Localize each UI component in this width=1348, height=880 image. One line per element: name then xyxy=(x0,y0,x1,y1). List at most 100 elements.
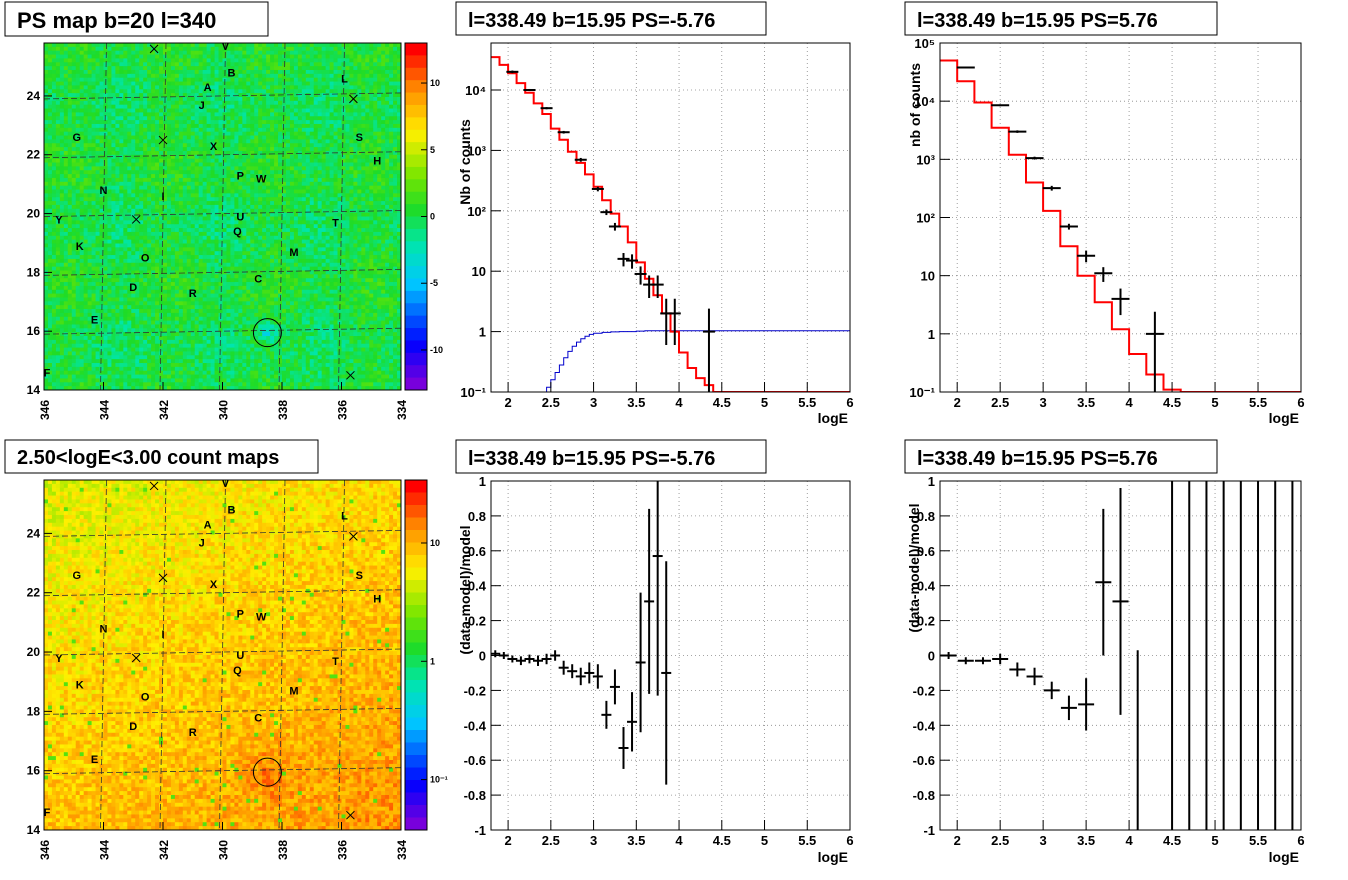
map-cell xyxy=(206,177,211,183)
map-cell xyxy=(51,297,57,302)
map-cell xyxy=(218,197,223,202)
map-cell xyxy=(159,181,164,187)
map-cell xyxy=(230,174,235,179)
map-cell xyxy=(127,193,132,198)
map-cell xyxy=(67,139,73,144)
map-cell xyxy=(174,120,180,125)
map-cell xyxy=(139,177,144,183)
map-cell xyxy=(182,81,188,86)
map-cell xyxy=(218,131,223,136)
map-cell xyxy=(123,69,128,75)
map-cell xyxy=(234,289,239,295)
map-cell xyxy=(182,46,188,52)
map-cell xyxy=(155,359,160,364)
map-cell xyxy=(75,328,81,333)
map-cell xyxy=(115,386,120,390)
map-cell xyxy=(166,374,172,379)
map-cell xyxy=(147,139,152,144)
map-cell xyxy=(178,382,184,387)
map-cell xyxy=(159,247,164,252)
map-cell xyxy=(147,174,152,179)
map-cell xyxy=(226,58,231,63)
map-cell xyxy=(254,266,259,271)
map-cell xyxy=(139,255,144,260)
map-cell xyxy=(194,162,200,167)
map-cell xyxy=(190,120,196,125)
map-cell xyxy=(91,258,96,264)
map-cell xyxy=(234,170,239,175)
map-cell xyxy=(55,43,61,48)
map-cell xyxy=(143,197,148,202)
map-cell xyxy=(242,204,247,210)
map-cell xyxy=(67,193,73,198)
map-cell xyxy=(155,366,160,372)
map-cell xyxy=(182,285,188,291)
map-cell xyxy=(155,301,160,306)
map-cell xyxy=(47,46,53,52)
map-cell xyxy=(83,305,89,310)
map-cell xyxy=(95,73,100,79)
map-cell xyxy=(254,208,259,214)
map-cell xyxy=(202,320,208,325)
map-cell xyxy=(135,270,140,275)
map-cell xyxy=(79,181,85,187)
map-cell xyxy=(139,193,144,198)
map-cell xyxy=(190,185,196,190)
map-cell xyxy=(131,139,136,144)
map-cell xyxy=(262,154,267,160)
map-cell xyxy=(44,139,49,144)
map-cell xyxy=(67,235,73,241)
map-cell xyxy=(103,366,108,372)
map-cell xyxy=(143,181,148,187)
map-cell xyxy=(202,351,208,356)
map-cell xyxy=(238,251,243,256)
map-cell xyxy=(59,93,65,98)
map-cell xyxy=(194,316,200,321)
map-cell xyxy=(258,247,263,252)
map-cell xyxy=(198,355,204,360)
map-cell xyxy=(95,50,100,55)
map-cell xyxy=(67,363,73,368)
map-cell xyxy=(59,220,65,225)
map-cell xyxy=(163,297,168,302)
map-cell xyxy=(127,359,132,364)
map-cell xyxy=(214,127,219,133)
map-cell xyxy=(210,347,215,352)
map-cell xyxy=(262,208,267,214)
map-cell xyxy=(174,185,180,190)
map-cell xyxy=(151,316,156,321)
map-cell xyxy=(246,143,251,148)
map-cell xyxy=(186,386,192,390)
map-cell xyxy=(55,324,61,329)
map-cell xyxy=(226,135,231,140)
map-cell xyxy=(67,228,73,233)
map-cell xyxy=(163,336,168,341)
map-cell xyxy=(155,305,160,310)
map-cell xyxy=(254,162,259,167)
map-cell xyxy=(111,43,116,48)
map-cell xyxy=(194,193,200,198)
map-cell xyxy=(186,158,192,163)
map-cell xyxy=(151,366,156,372)
map-cell xyxy=(87,282,92,287)
map-cell xyxy=(51,73,57,79)
map-cell xyxy=(190,93,196,98)
map-cell xyxy=(79,50,85,55)
map-cell xyxy=(147,378,152,383)
map-cell xyxy=(222,332,227,337)
map-cell xyxy=(182,293,188,298)
map-cell xyxy=(63,62,69,67)
map-cell xyxy=(163,243,168,248)
map-cell xyxy=(163,258,168,264)
map-cell xyxy=(238,50,243,55)
map-cell xyxy=(222,189,227,194)
map-cell xyxy=(151,374,156,379)
map-cell xyxy=(95,251,100,256)
map-cell xyxy=(83,43,89,48)
map-cell xyxy=(166,305,172,310)
map-cell xyxy=(242,305,247,310)
map-cell xyxy=(111,363,116,368)
map-cell xyxy=(143,309,148,314)
map-cell xyxy=(202,220,208,225)
map-cell xyxy=(59,58,65,63)
